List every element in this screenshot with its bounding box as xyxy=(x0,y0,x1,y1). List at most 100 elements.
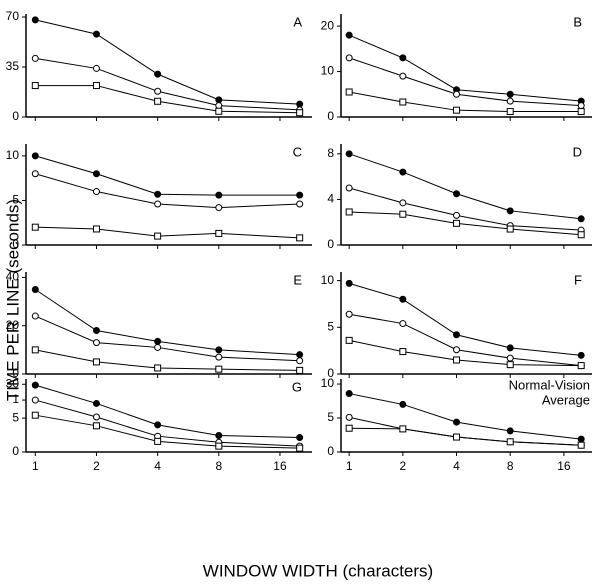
series-line xyxy=(35,414,300,449)
point xyxy=(577,435,585,443)
point xyxy=(31,346,39,354)
point xyxy=(92,413,100,421)
point xyxy=(92,327,100,335)
panel-title: Normal-Vision xyxy=(509,377,590,392)
panel-title: E xyxy=(293,272,302,287)
point xyxy=(92,30,100,38)
point xyxy=(296,444,304,452)
y-tick-label: 20 xyxy=(6,318,20,332)
x-tick-label: 2 xyxy=(93,459,100,473)
y-tick-label: 0 xyxy=(327,237,334,251)
point xyxy=(92,422,100,430)
point xyxy=(154,437,162,445)
point xyxy=(31,285,39,293)
y-tick-label: 4 xyxy=(327,192,334,206)
point xyxy=(399,72,407,80)
y-tick-label: 0 xyxy=(327,109,334,123)
point xyxy=(215,102,223,110)
point xyxy=(345,424,353,432)
point xyxy=(577,441,585,449)
point xyxy=(31,312,39,320)
point xyxy=(399,295,407,303)
x-tick-label: 2 xyxy=(399,459,406,473)
point xyxy=(506,354,514,362)
y-tick-label: 0 xyxy=(12,109,19,123)
point xyxy=(154,97,162,105)
point xyxy=(577,351,585,359)
point xyxy=(92,64,100,72)
x-tick-label: 16 xyxy=(557,459,571,473)
series-line xyxy=(35,226,300,239)
y-tick-label: 40 xyxy=(6,270,20,284)
point xyxy=(31,170,39,178)
y-tick-label: 10 xyxy=(321,376,335,390)
point xyxy=(506,344,514,352)
point xyxy=(31,54,39,62)
series-line xyxy=(35,349,300,371)
point xyxy=(31,152,39,160)
point xyxy=(92,358,100,366)
x-tick-label: 16 xyxy=(273,459,287,473)
point xyxy=(345,54,353,62)
y-axis-title: TIME PER LINE (seconds) xyxy=(3,199,22,401)
panel-title: C xyxy=(293,144,302,159)
point xyxy=(154,364,162,372)
point xyxy=(453,331,461,339)
point xyxy=(345,310,353,318)
point xyxy=(506,438,514,446)
point xyxy=(215,432,223,440)
point xyxy=(154,200,162,208)
point xyxy=(577,231,585,239)
x-axis-title: WINDOW WIDTH (characters) xyxy=(203,561,433,580)
series-line xyxy=(35,155,300,196)
y-tick-label: 0 xyxy=(12,237,19,251)
series-line xyxy=(35,315,300,362)
point xyxy=(453,418,461,426)
point xyxy=(577,108,585,116)
point xyxy=(506,427,514,435)
point xyxy=(154,343,162,351)
point xyxy=(453,346,461,354)
series-line xyxy=(35,19,300,105)
x-tick-label: 1 xyxy=(346,459,353,473)
point xyxy=(399,210,407,218)
series-line xyxy=(349,427,582,446)
point xyxy=(453,356,461,364)
point xyxy=(154,70,162,78)
point xyxy=(453,211,461,219)
y-tick-label: 35 xyxy=(6,59,20,73)
point xyxy=(215,353,223,361)
point xyxy=(399,348,407,356)
x-tick-label: 4 xyxy=(154,459,161,473)
point xyxy=(215,365,223,373)
point xyxy=(453,433,461,441)
point xyxy=(92,225,100,233)
point xyxy=(506,207,514,215)
point xyxy=(577,102,585,110)
point xyxy=(453,106,461,114)
panel-title: G xyxy=(292,379,302,394)
point xyxy=(506,361,514,369)
panel-title: F xyxy=(574,272,582,287)
point xyxy=(399,425,407,433)
point xyxy=(399,98,407,106)
point xyxy=(399,168,407,176)
x-tick-label: 8 xyxy=(215,459,222,473)
point xyxy=(506,108,514,116)
point xyxy=(345,413,353,421)
y-tick-label: 5 xyxy=(327,410,334,424)
series-line xyxy=(35,173,300,209)
y-tick-label: 5 xyxy=(12,193,19,207)
point xyxy=(154,337,162,345)
point xyxy=(296,109,304,117)
point xyxy=(215,229,223,237)
y-tick-label: 10 xyxy=(321,64,335,78)
point xyxy=(506,90,514,98)
point xyxy=(577,362,585,370)
y-tick-label: 5 xyxy=(327,319,334,333)
point xyxy=(215,204,223,212)
point xyxy=(453,219,461,227)
point xyxy=(345,208,353,216)
point xyxy=(399,199,407,207)
y-tick-label: 0 xyxy=(12,366,19,380)
